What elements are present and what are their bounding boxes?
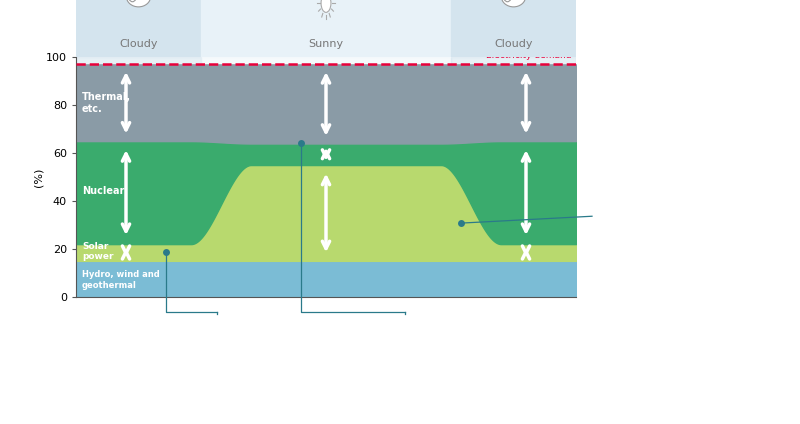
Text: Solar
power: Solar power (82, 242, 114, 261)
Ellipse shape (126, 0, 150, 7)
Ellipse shape (502, 0, 526, 7)
Circle shape (127, 0, 138, 2)
Bar (76, 57, 201, 297)
Bar (201, 0, 451, 57)
Text: Thermal,
etc.: Thermal, etc. (82, 92, 131, 114)
Text: Cloudy: Cloudy (494, 39, 533, 49)
Text: Electricity demand: Electricity demand (486, 51, 571, 60)
Text: Sunny: Sunny (309, 39, 343, 49)
Text: BWR's ability to finely
adjust power generation
enables the generation of
power : BWR's ability to finely adjust power gen… (615, 188, 769, 245)
Bar (451, 0, 576, 57)
Text: Reduce dependency on
thermal power generation
and contribute to carbon
neutralit: Reduce dependency on thermal power gener… (371, 344, 526, 389)
Text: Nuclear: Nuclear (82, 187, 124, 196)
Bar (451, 57, 576, 297)
Bar (201, 57, 451, 297)
Text: Hydro, wind and
geothermal: Hydro, wind and geothermal (82, 271, 160, 290)
Circle shape (502, 0, 512, 2)
Text: The amount of power
produced by solar power
generation facilities varies
dependi: The amount of power produced by solar po… (166, 344, 326, 389)
Y-axis label: (%): (%) (33, 167, 43, 187)
Text: Cloudy: Cloudy (119, 39, 158, 49)
Circle shape (321, 0, 331, 12)
Bar (76, 0, 201, 57)
